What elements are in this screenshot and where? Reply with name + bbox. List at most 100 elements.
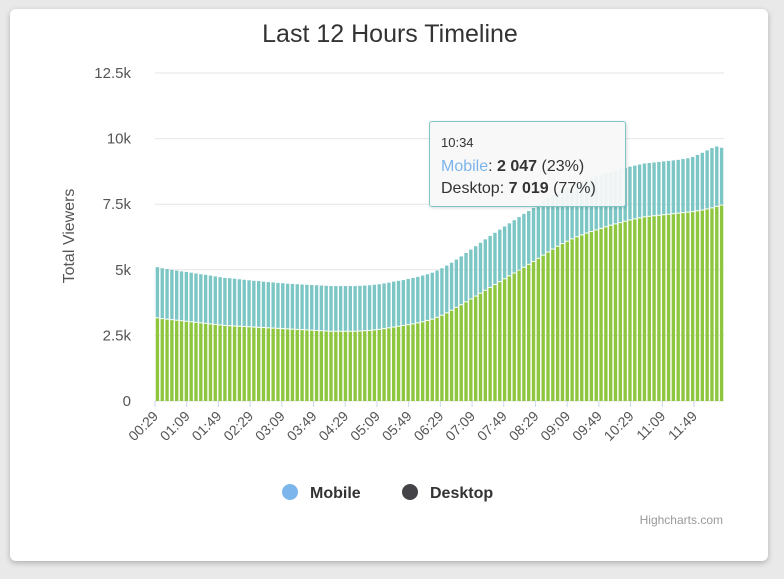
bar-mobile[interactable]	[440, 268, 444, 315]
bar-desktop[interactable]	[657, 215, 661, 401]
bar-mobile[interactable]	[681, 159, 685, 213]
bar-desktop[interactable]	[343, 331, 348, 401]
bar-mobile[interactable]	[392, 281, 396, 327]
bar-mobile[interactable]	[522, 213, 526, 267]
bar-desktop[interactable]	[459, 305, 463, 401]
bar-mobile[interactable]	[314, 285, 319, 330]
bar-desktop[interactable]	[334, 331, 338, 401]
bar-desktop[interactable]	[329, 331, 333, 401]
bar-mobile[interactable]	[488, 235, 492, 287]
bar-mobile[interactable]	[502, 226, 507, 279]
bar-mobile[interactable]	[396, 280, 401, 326]
legend[interactable]: Mobile Desktop	[282, 484, 493, 502]
bar-desktop[interactable]	[599, 228, 603, 401]
bar-desktop[interactable]	[406, 325, 410, 401]
bar-mobile[interactable]	[719, 147, 724, 205]
bar-mobile[interactable]	[300, 284, 304, 330]
bar-desktop[interactable]	[715, 206, 719, 401]
bar-desktop[interactable]	[560, 244, 565, 401]
bar-mobile[interactable]	[247, 280, 251, 327]
bar-desktop[interactable]	[493, 285, 497, 401]
bar-desktop[interactable]	[469, 299, 473, 401]
bar-desktop[interactable]	[488, 287, 492, 401]
bar-mobile[interactable]	[290, 283, 295, 329]
bar-mobile[interactable]	[382, 283, 386, 329]
bar-desktop[interactable]	[242, 327, 246, 401]
bar-mobile[interactable]	[343, 286, 348, 331]
legend-desktop-label[interactable]: Desktop	[430, 485, 493, 502]
bar-desktop[interactable]	[483, 290, 487, 401]
bar-mobile[interactable]	[223, 277, 227, 325]
bar-desktop[interactable]	[710, 208, 714, 401]
bar-desktop[interactable]	[324, 331, 328, 401]
bar-mobile[interactable]	[507, 223, 512, 276]
bar-mobile[interactable]	[420, 275, 425, 322]
bar-mobile[interactable]	[165, 269, 169, 319]
bar-desktop[interactable]	[666, 214, 671, 401]
bar-desktop[interactable]	[160, 319, 164, 401]
bar-mobile[interactable]	[411, 277, 415, 324]
bar-desktop[interactable]	[473, 296, 478, 401]
bar-desktop[interactable]	[551, 249, 555, 401]
bar-desktop[interactable]	[589, 232, 594, 401]
bar-desktop[interactable]	[700, 210, 704, 402]
bar-mobile[interactable]	[695, 154, 700, 211]
bar-desktop[interactable]	[285, 329, 290, 401]
bar-mobile[interactable]	[170, 269, 174, 320]
bar-desktop[interactable]	[613, 224, 618, 401]
bar-desktop[interactable]	[213, 324, 217, 401]
bar-mobile[interactable]	[334, 286, 338, 331]
bar-desktop[interactable]	[662, 215, 666, 401]
bar-desktop[interactable]	[256, 327, 261, 401]
bar-mobile[interactable]	[367, 285, 372, 330]
bar-desktop[interactable]	[531, 261, 536, 401]
bar-mobile[interactable]	[676, 159, 680, 213]
bar-desktop[interactable]	[387, 328, 391, 401]
bar-desktop[interactable]	[690, 212, 695, 401]
bar-mobile[interactable]	[285, 283, 290, 329]
bar-mobile[interactable]	[570, 185, 574, 239]
bar-desktop[interactable]	[261, 328, 266, 401]
bar-mobile[interactable]	[184, 271, 189, 321]
bar-mobile[interactable]	[242, 279, 246, 326]
bar-mobile[interactable]	[536, 204, 541, 258]
bar-mobile[interactable]	[208, 275, 213, 324]
legend-mobile-label[interactable]: Mobile	[310, 485, 361, 502]
bar-desktop[interactable]	[647, 216, 651, 401]
bar-mobile[interactable]	[700, 152, 704, 210]
bar-mobile[interactable]	[160, 268, 164, 319]
bar-mobile[interactable]	[324, 285, 328, 331]
bar-desktop[interactable]	[310, 330, 314, 401]
bar-desktop[interactable]	[203, 323, 208, 401]
bar-mobile[interactable]	[256, 281, 261, 327]
bar-mobile[interactable]	[213, 276, 217, 324]
bar-mobile[interactable]	[498, 229, 502, 282]
bar-desktop[interactable]	[314, 330, 319, 401]
bar-desktop[interactable]	[695, 211, 700, 401]
bar-mobile[interactable]	[281, 283, 285, 329]
legend-item-desktop[interactable]: Desktop	[402, 484, 493, 502]
bar-desktop[interactable]	[237, 326, 242, 401]
bar-mobile[interactable]	[266, 282, 271, 328]
bar-mobile[interactable]	[175, 270, 179, 320]
bar-mobile[interactable]	[295, 284, 299, 329]
bar-mobile[interactable]	[633, 165, 637, 219]
bar-desktop[interactable]	[604, 227, 608, 401]
bar-mobile[interactable]	[541, 201, 545, 255]
bar-mobile[interactable]	[445, 265, 449, 313]
bar-desktop[interactable]	[618, 223, 623, 401]
bar-mobile[interactable]	[628, 166, 632, 220]
bar-desktop[interactable]	[319, 331, 324, 401]
bar-desktop[interactable]	[623, 221, 627, 401]
bar-mobile[interactable]	[531, 207, 536, 261]
bar-desktop[interactable]	[348, 331, 352, 401]
bar-mobile[interactable]	[575, 183, 579, 237]
bar-desktop[interactable]	[628, 220, 632, 401]
bar-desktop[interactable]	[416, 323, 420, 401]
bar-mobile[interactable]	[662, 161, 666, 215]
bar-mobile[interactable]	[517, 217, 521, 270]
bar-mobile[interactable]	[652, 162, 656, 216]
bar-desktop[interactable]	[478, 293, 483, 401]
bar-mobile[interactable]	[493, 232, 497, 285]
bar-desktop[interactable]	[401, 325, 406, 401]
